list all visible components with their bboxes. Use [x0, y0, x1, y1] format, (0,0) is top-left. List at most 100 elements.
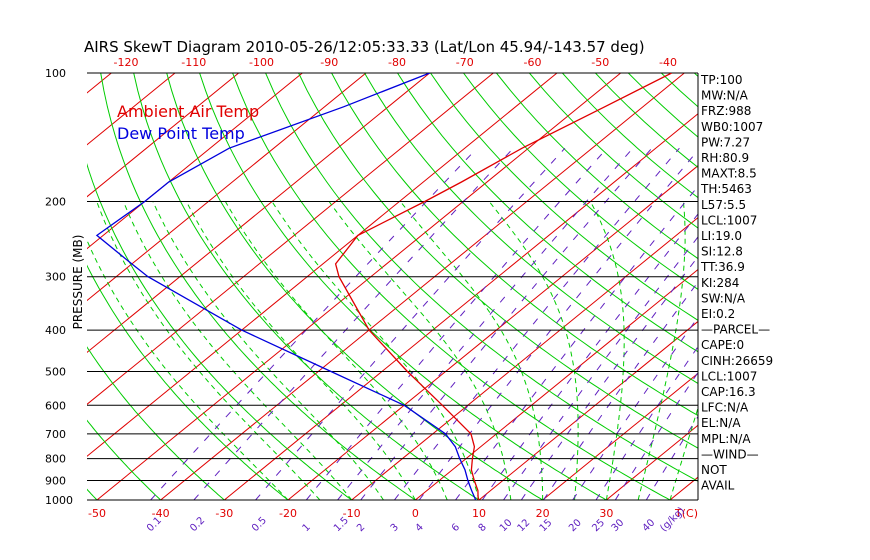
- y-axis-label: PRESSURE (MB): [71, 235, 85, 330]
- isotherm-line: [223, 113, 698, 500]
- mixing-ratio-line: [150, 147, 478, 500]
- top-temp-tick-label: -100: [249, 56, 274, 69]
- mixing-ratio-tick-label: 6: [450, 522, 462, 534]
- bottom-temp-tick-label: 30: [599, 507, 613, 520]
- dry-adiabat-line: [87, 346, 226, 500]
- dry-adiabat-line: [133, 73, 480, 500]
- dry-adiabat-line: [87, 264, 289, 500]
- dry-adiabat-line: [331, 73, 698, 417]
- top-temp-tick-label: -70: [456, 56, 474, 69]
- isotherm-line: [478, 320, 698, 500]
- isotherm-line: [87, 73, 495, 405]
- mixing-ratio-lines: [150, 147, 698, 500]
- ambient-air-temp-line: [334, 73, 672, 500]
- moist-adiabat-line: [400, 201, 544, 500]
- index-row: EL:N/A: [701, 416, 741, 430]
- moist-adiabat-line: [87, 239, 289, 500]
- mixing-ratio-tick-label: 10: [498, 517, 515, 534]
- index-row: LCL:1007: [701, 369, 757, 383]
- isotherm-line: [87, 73, 558, 457]
- pressure-tick-label: 500: [45, 365, 66, 378]
- index-row: MPL:N/A: [701, 432, 751, 446]
- mixing-ratio-line: [455, 185, 698, 500]
- index-row: LI:19.0: [701, 229, 742, 243]
- mixing-ratio-line: [572, 316, 698, 500]
- index-row: TH:5463: [700, 182, 752, 196]
- dew-point-temp-line: [95, 73, 477, 500]
- index-row: PW:7.27: [701, 135, 750, 149]
- mixing-ratio-tick-label: 3: [389, 522, 401, 534]
- index-row: MW:N/A: [701, 89, 749, 103]
- mixing-ratio-tick-label: 8: [477, 522, 489, 534]
- pressure-tick-label: 200: [45, 196, 66, 209]
- index-row: WB0:1007: [701, 120, 763, 134]
- mixing-ratio-line: [595, 345, 698, 500]
- dry-adiabat-line: [298, 73, 698, 449]
- dry-adiabat-line: [87, 488, 98, 500]
- index-row: LFC:N/A: [701, 401, 749, 415]
- index-row: CAPE:0: [701, 338, 744, 352]
- bottom-temp-tick-label: 0: [412, 507, 419, 520]
- isotherm-line: [87, 73, 176, 146]
- bottom-axis-unit: T(C): [674, 507, 698, 520]
- pressure-tick-label: 400: [45, 324, 66, 337]
- top-temp-tick-label: -80: [388, 56, 406, 69]
- mixing-ratio-line: [418, 149, 698, 500]
- isotherm-line: [541, 372, 698, 500]
- mixing-ratio-line: [255, 147, 566, 500]
- top-temp-tick-label: -90: [320, 56, 338, 69]
- mixing-ratio-tick-label: 2: [355, 522, 367, 534]
- legend-dew-point-temp: Dew Point Temp: [117, 124, 245, 143]
- moist-adiabat-line: [271, 201, 480, 500]
- mixing-ratio-line: [305, 147, 608, 500]
- dry-adiabat-line: [397, 73, 698, 353]
- bottom-temp-tick-label: -10: [343, 507, 361, 520]
- index-row: SI:12.8: [701, 245, 743, 259]
- isotherm-line: [605, 424, 698, 500]
- dry-adiabat-line: [87, 419, 162, 500]
- index-row: CINH:26659: [701, 354, 773, 368]
- isotherm-line: [414, 268, 698, 500]
- bottom-temp-tick-label: -20: [279, 507, 297, 520]
- mixing-ratio-tick-label: 1: [301, 522, 313, 534]
- dry-adiabat-line: [100, 73, 417, 500]
- dry-adiabat-line: [87, 163, 353, 500]
- dry-adiabat-line: [496, 73, 698, 260]
- isotherm-line: [159, 73, 686, 500]
- index-row: FRZ:988: [701, 104, 751, 118]
- index-row: —WIND—: [701, 447, 759, 461]
- pressure-tick-label: 300: [45, 271, 66, 284]
- legend-ambient-air-temp: Ambient Air Temp: [117, 102, 259, 121]
- dry-adiabat-line: [199, 73, 608, 500]
- mixing-ratio-tick-label: 0.2: [188, 515, 207, 534]
- mixing-ratio-line: [645, 415, 698, 500]
- isotherm-line: [786, 63, 870, 509]
- dry-adiabat-line: [660, 73, 698, 108]
- mixing-ratio-line: [520, 255, 698, 500]
- isobar-lines: 100 200 300 400 500 600 700 800 900 1000: [45, 67, 699, 507]
- index-row: MAXT:8.5: [701, 167, 757, 181]
- moist-adiabat-line: [122, 201, 353, 500]
- moist-adiabat-line: [637, 201, 686, 500]
- mixing-ratio-line: [193, 147, 514, 500]
- index-row: CAP:16.3: [701, 385, 756, 399]
- mixing-ratio-line: [503, 236, 698, 500]
- mixing-ratio-line: [614, 371, 698, 500]
- top-temp-tick-label: -110: [181, 56, 206, 69]
- top-temp-tick-label: -40: [659, 56, 677, 69]
- pressure-tick-label: 100: [45, 67, 66, 80]
- mixing-ratio-line: [360, 147, 653, 500]
- sounding-series: [95, 73, 672, 500]
- dry-adiabat-line: [232, 73, 672, 500]
- mixing-ratio-tick-label: 12: [516, 517, 533, 534]
- dry-adiabat-line: [463, 73, 698, 290]
- mixing-ratio-line: [481, 213, 698, 500]
- moist-adiabat-line: [185, 201, 416, 500]
- isotherm-lines: [87, 63, 870, 509]
- pressure-tick-label: 600: [45, 399, 66, 412]
- isotherm-line: [87, 73, 240, 198]
- isotherm-line: [350, 216, 698, 500]
- isotherm-line: [87, 73, 367, 302]
